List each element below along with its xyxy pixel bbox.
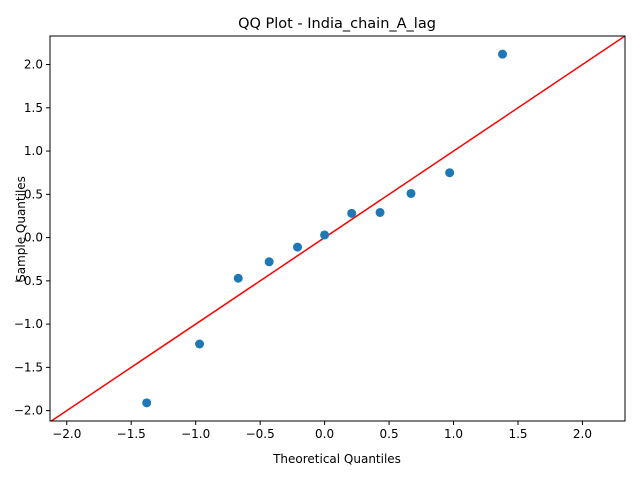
data-point: [195, 339, 205, 349]
plot-area: [49, 35, 626, 422]
x-tick-label: 0.5: [380, 427, 399, 441]
y-axis: −2.0 −1.5 −1.0 −0.5 0.0 0.5 1.0 1.5 2.0: [14, 58, 50, 418]
x-axis: −2.0 −1.5 −1.0 −0.5 0.0 0.5 1.0 1.5 2.0: [52, 421, 592, 441]
data-point: [293, 242, 303, 252]
x-tick-label: −2.0: [52, 427, 81, 441]
x-axis-label: Theoretical Quantiles: [272, 452, 401, 466]
y-tick-label: 1.0: [24, 144, 43, 158]
data-point: [142, 398, 152, 408]
y-tick-label: 0.0: [24, 231, 43, 245]
data-point: [375, 207, 385, 217]
reference-line: [50, 36, 625, 421]
data-point: [406, 188, 416, 198]
x-tick-label: −0.5: [246, 427, 275, 441]
data-point: [498, 49, 508, 59]
data-point: [347, 208, 357, 218]
plot-frame: [49, 35, 626, 422]
y-axis-label: Sample Quantiles: [14, 176, 28, 282]
data-point: [445, 168, 455, 178]
data-point: [320, 230, 330, 240]
x-tick-label: 1.0: [444, 427, 463, 441]
y-tick-label: 0.5: [24, 187, 43, 201]
y-tick-label: −1.0: [14, 317, 43, 331]
x-tick-label: 2.0: [573, 427, 592, 441]
chart-title: QQ Plot - India_chain_A_lag: [238, 16, 436, 32]
y-tick-label: −1.5: [14, 360, 43, 374]
y-tick-label: −2.0: [14, 404, 43, 418]
y-tick-label: −0.5: [14, 274, 43, 288]
y-tick-label: 2.0: [24, 58, 43, 72]
x-tick-label: 0.0: [315, 427, 334, 441]
x-tick-label: −1.5: [117, 427, 146, 441]
y-tick-label: 1.5: [24, 101, 43, 115]
data-point: [264, 257, 274, 267]
x-tick-label: −1.0: [181, 427, 210, 441]
data-point: [233, 273, 243, 283]
x-tick-label: 1.5: [508, 427, 527, 441]
